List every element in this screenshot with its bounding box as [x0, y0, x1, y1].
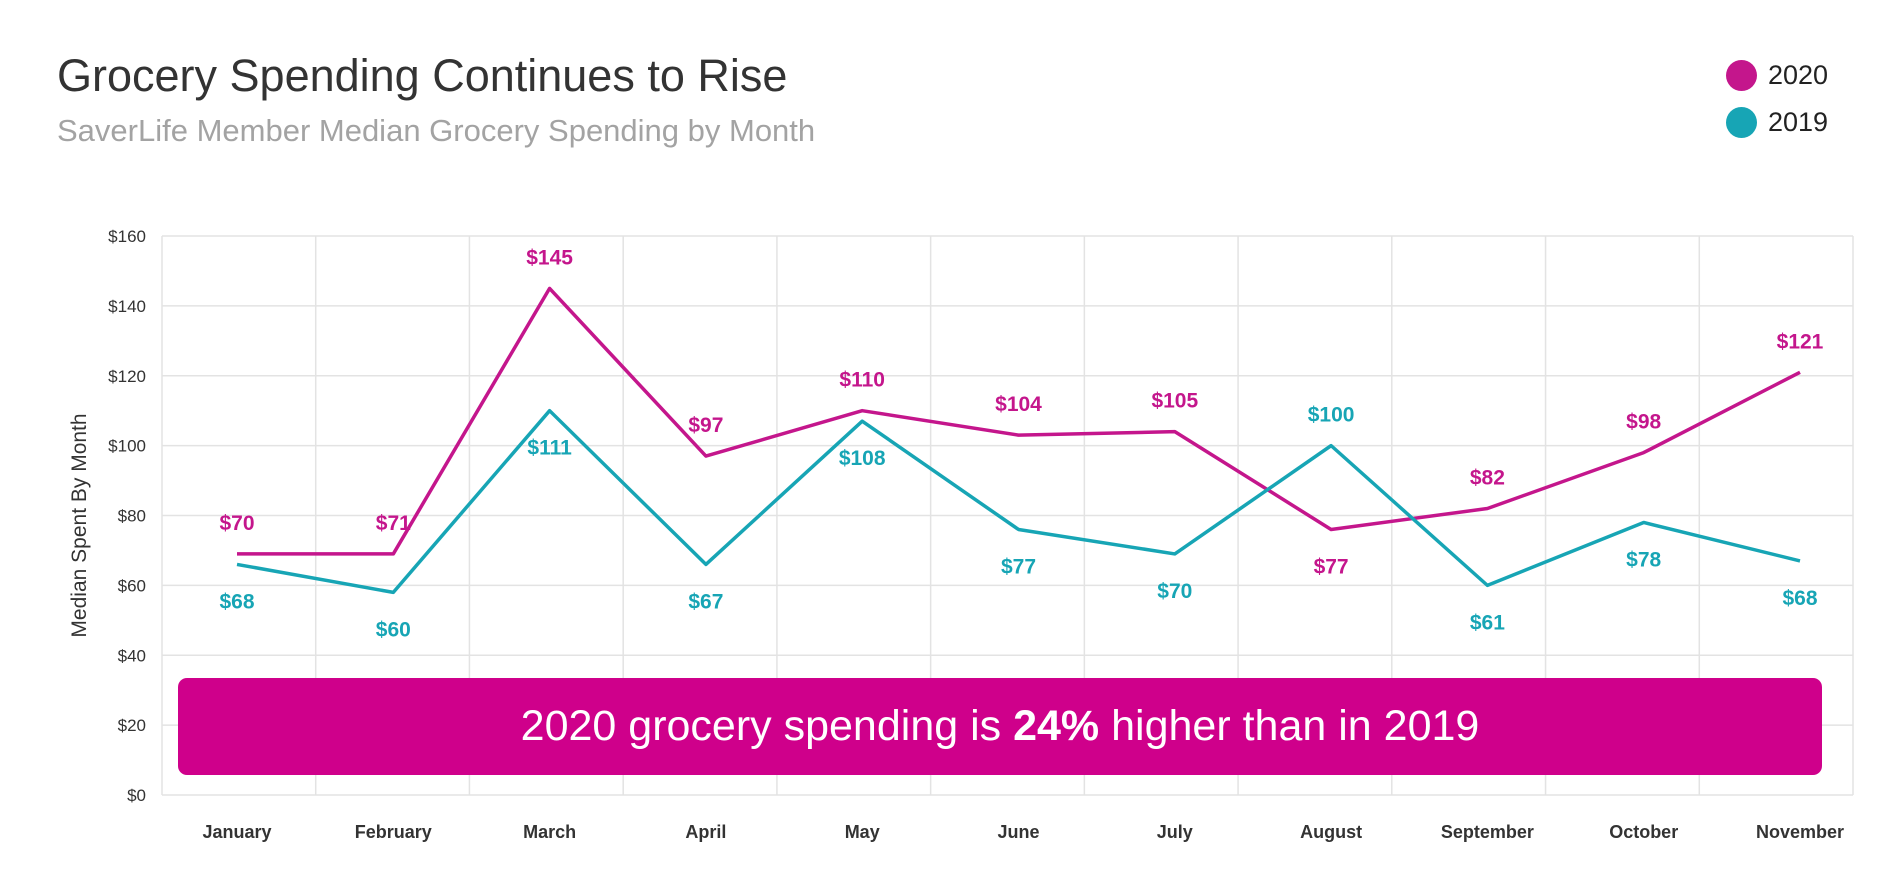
- chart-series: $70 $71 $145 $97 $110 $104 $105 $77 $82 $98 $121 $6…: [219, 246, 1823, 641]
- data-label: $70: [1157, 580, 1192, 603]
- y-tick-label: $0: [127, 786, 146, 805]
- data-label: $68: [219, 590, 254, 613]
- data-label: $67: [688, 590, 723, 613]
- y-tick-label: $20: [118, 716, 146, 735]
- series-2020: [237, 286, 1801, 556]
- data-label: $121: [1777, 330, 1824, 353]
- x-tick-label: October: [1609, 822, 1678, 842]
- x-tick-label: November: [1756, 822, 1844, 842]
- y-axis-ticks: $0 $20 $40 $60 $80 $100 $120 $140 $160: [108, 227, 146, 805]
- data-label: $60: [376, 618, 411, 641]
- data-label: $100: [1308, 404, 1355, 427]
- data-label: $77: [1314, 555, 1349, 578]
- y-tick-label: $120: [108, 367, 146, 386]
- data-label: $68: [1782, 587, 1817, 610]
- series-line-2020: [237, 286, 1801, 556]
- banner-text-after: higher than in 2019: [1099, 702, 1480, 750]
- data-label: $110: [839, 369, 885, 392]
- banner-text-before: 2020 grocery spending is: [520, 702, 1014, 750]
- y-axis-label: Median Spent By Month: [68, 413, 91, 637]
- summary-banner: 2020 grocery spending is 24% higher than…: [178, 678, 1822, 775]
- x-tick-label: February: [355, 822, 432, 842]
- legend-swatch-2019: [1726, 107, 1757, 138]
- chart-title: Grocery Spending Continues to Rise: [57, 50, 788, 101]
- data-label: $145: [526, 246, 573, 269]
- y-tick-label: $100: [108, 437, 146, 456]
- chart-legend: 2020 2019: [1726, 52, 1828, 146]
- y-tick-label: $60: [118, 576, 146, 595]
- data-label: $70: [219, 512, 254, 535]
- data-label: $78: [1626, 548, 1661, 571]
- data-label: $77: [1001, 555, 1036, 578]
- legend-item-2019: 2019: [1726, 99, 1828, 146]
- banner-highlight: 24%: [1013, 702, 1100, 750]
- data-labels-2019: $68 $60 $111 $67 $108 $77 $70 $100 $61 $78 $68: [219, 404, 1817, 642]
- x-tick-label: July: [1157, 822, 1193, 842]
- data-label: $98: [1626, 411, 1661, 434]
- x-tick-label: August: [1300, 822, 1362, 842]
- legend-label-2020: 2020: [1768, 60, 1829, 90]
- data-label: $71: [376, 512, 411, 535]
- legend-item-2020: 2020: [1726, 52, 1828, 99]
- y-tick-label: $80: [118, 507, 146, 526]
- data-label: $108: [839, 447, 886, 470]
- data-label: $111: [527, 437, 572, 460]
- y-tick-label: $40: [118, 646, 146, 665]
- data-labels-2020: $70 $71 $145 $97 $110 $104 $105 $77 $82 $98 $121: [219, 246, 1823, 578]
- x-tick-label: May: [845, 822, 880, 842]
- y-tick-label: $140: [108, 297, 146, 316]
- x-tick-label: September: [1441, 822, 1534, 842]
- series-line-2019: [236, 408, 1801, 595]
- x-tick-label: March: [523, 822, 576, 842]
- data-label: $97: [688, 414, 723, 437]
- data-label: $105: [1151, 390, 1198, 413]
- chart-subtitle: SaverLife Member Median Grocery Spending…: [57, 113, 816, 148]
- legend-label-2019: 2019: [1768, 107, 1829, 137]
- data-label: $104: [995, 393, 1042, 416]
- x-tick-label: January: [202, 822, 271, 842]
- series-2019: [236, 408, 1801, 595]
- legend-swatch-2020: [1726, 60, 1757, 91]
- data-label: $61: [1470, 611, 1505, 634]
- x-tick-label: June: [997, 822, 1039, 842]
- x-tick-label: April: [685, 822, 726, 842]
- x-axis-ticks: January February March April May June July Augu…: [202, 822, 1844, 842]
- data-label: $82: [1470, 467, 1505, 490]
- y-tick-label: $160: [108, 227, 146, 246]
